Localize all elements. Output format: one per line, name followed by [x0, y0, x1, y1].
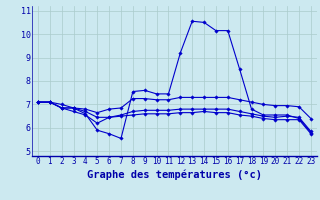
X-axis label: Graphe des températures (°c): Graphe des températures (°c): [87, 169, 262, 180]
